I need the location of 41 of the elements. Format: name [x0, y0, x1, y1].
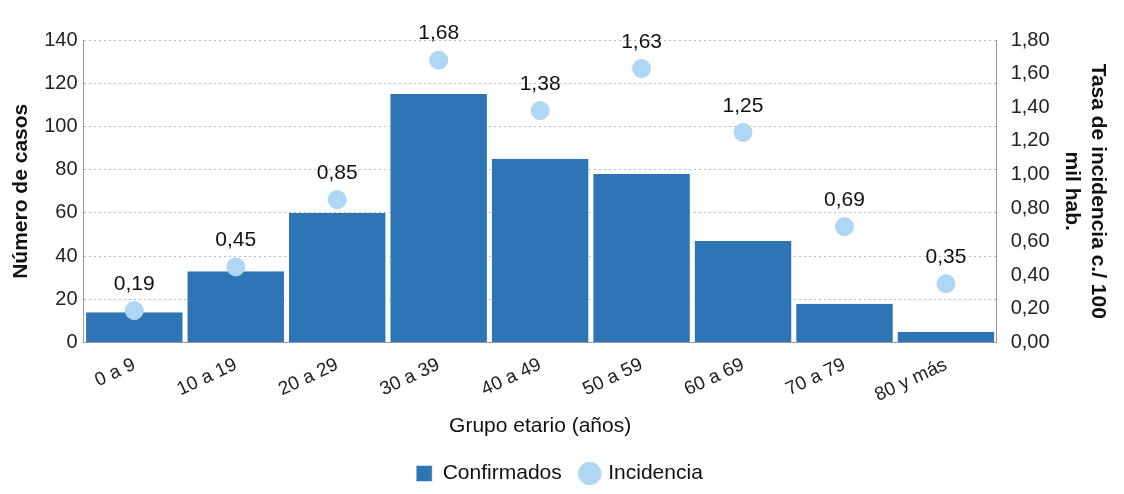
y-tick-label: 20 — [55, 286, 78, 309]
y2-tick-label: 1,80 — [1010, 27, 1050, 50]
data-label: 1,38 — [519, 70, 561, 94]
y-tick-label: 40 — [55, 243, 78, 266]
x-tick-label: 20 a 29 — [274, 353, 342, 400]
y2-tick-label: 0,60 — [1010, 229, 1050, 252]
data-label: 0,69 — [824, 186, 865, 210]
data-label: 0,35 — [925, 244, 967, 268]
y2-tick-label: 1,40 — [1010, 94, 1050, 117]
data-label: 0,45 — [215, 227, 257, 251]
data-label: 0,85 — [316, 159, 358, 183]
data-label: 1,68 — [418, 20, 460, 44]
x-tick-label: 40 a 49 — [477, 353, 545, 400]
data-label: 0,19 — [113, 270, 155, 294]
x-tick-label: 80 y más — [871, 353, 950, 405]
legend-label: Incidencia — [608, 460, 704, 484]
y2-tick-label: 0,80 — [1010, 195, 1050, 218]
y-tick-label: 100 — [44, 113, 78, 136]
x-tick-label: 0 a 9 — [91, 353, 139, 391]
y2-tick-label: 0,00 — [1010, 330, 1050, 353]
y-tick-label: 140 — [44, 27, 78, 50]
y-tick-label: 120 — [44, 70, 78, 93]
y-tick-label: 80 — [55, 157, 78, 180]
y-tick-label: 0 — [66, 330, 78, 353]
y2-tick-label: 1,00 — [1010, 161, 1050, 184]
data-label: 1,63 — [621, 28, 663, 52]
y-tick-label: 60 — [55, 200, 78, 223]
y2-tick-label: 1,60 — [1010, 61, 1050, 84]
x-tick-label: 50 a 59 — [579, 353, 646, 400]
y2-tick-label: 1,20 — [1010, 128, 1050, 151]
legend-label: Confirmados — [442, 460, 562, 484]
x-tick-label: 30 a 39 — [376, 353, 443, 400]
x-tick-label: 60 a 69 — [680, 353, 747, 400]
y-axis-title: Número de casos — [8, 103, 32, 279]
x-axis-title: Grupo etario (años) — [449, 413, 632, 437]
y2-axis-title: Tasa de incidencia c./ 100 mil hab. — [1062, 63, 1111, 319]
x-tick-label: 70 a 79 — [782, 353, 849, 400]
data-label: 1,25 — [722, 92, 764, 116]
x-tick-label: 10 a 19 — [173, 353, 240, 400]
y2-tick-label: 0,40 — [1010, 262, 1050, 285]
y2-tick-label: 0,20 — [1010, 296, 1050, 319]
